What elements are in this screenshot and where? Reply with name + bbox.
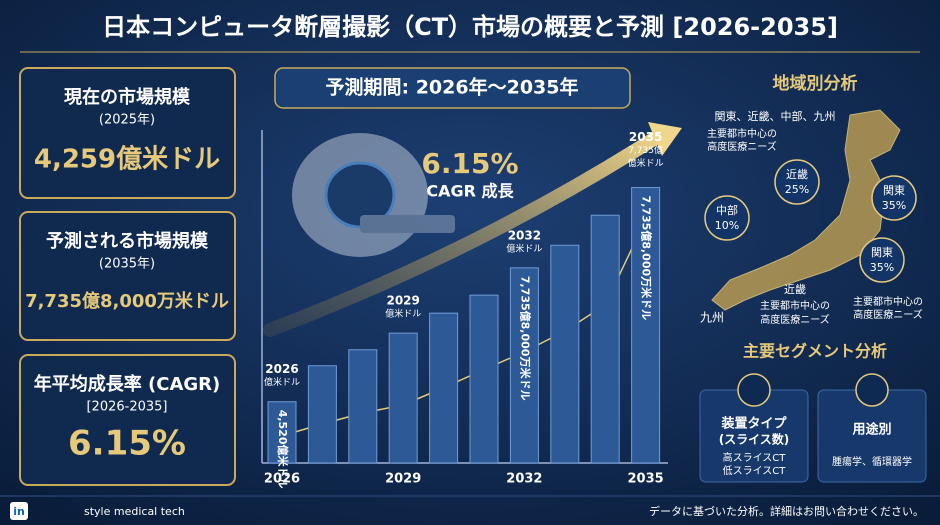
annotation-year: 2035 [629, 130, 662, 144]
annotation-vertical: 4,520億米ドル [276, 410, 290, 489]
regions-label: 関東、近畿、中部、九州 [715, 109, 836, 123]
brand-icon-bg [10, 502, 28, 520]
annotation-vertical: 7,735億8,000万米ドル [518, 276, 532, 401]
annotation-vertical: 7,735億8,000万米ドル [640, 196, 654, 321]
region-name: 関東 [883, 184, 905, 197]
annotation-year: 2029 [386, 294, 419, 308]
segment-section: 主要セグメント分析 装置タイプ (スライス数) 高スライスCT 低スライスCT … [699, 342, 927, 483]
cagr-label: CAGR 成長 [426, 182, 514, 201]
kyushu-label: 九州 [700, 311, 724, 325]
card-value: 4,259億米ドル [34, 145, 220, 175]
footer-note: データに基づいた分析。詳細はお問い合わせください。 [649, 504, 924, 518]
ct-scanner [292, 133, 455, 257]
summary-cards: 現在の市場規模 (2025年) 4,259億米ドル 予測される市場規模 (203… [19, 67, 236, 486]
region-name: 関東 [871, 246, 893, 259]
note: 主要都市中心の [760, 299, 830, 312]
bar [550, 244, 580, 464]
card-period: [2026-2035] [86, 400, 167, 415]
segment-title: 装置タイプ [720, 416, 787, 432]
annotation-unit: 億米ドル [506, 242, 542, 254]
scanner-bed [360, 215, 455, 233]
x-tick-label: 2029 [385, 472, 421, 487]
note: 主要都市中心の [853, 295, 923, 308]
card-label: 予測される市場規模 [46, 230, 209, 252]
brand: style medical tech [84, 505, 185, 518]
note: 主要都市中心の [707, 127, 777, 140]
note: 高度医療ニーズ [760, 313, 830, 326]
segment-item: 腫瘍学、循環器学 [832, 455, 912, 468]
segment-item: 高スライスCT [723, 451, 787, 464]
annotation-unit: 億米ドル [628, 157, 664, 169]
annotation-year: 2026 [265, 362, 298, 376]
region-bubble [774, 159, 820, 205]
annotation-unit: 億米ドル [385, 308, 421, 320]
brand-icon: in [13, 505, 25, 518]
card [19, 211, 236, 341]
segment-item: 低スライスCT [723, 464, 787, 477]
period-banner [274, 67, 631, 109]
region-bubble [704, 195, 750, 241]
card-label: 年平均成長率 (CAGR) [34, 373, 221, 395]
title: 日本コンピュータ断層撮影（CT）市場の概要と予測 [2026-2035] [102, 13, 838, 41]
card-value: 7,735億8,000万米ドル [25, 290, 229, 312]
region-share: 35% [882, 199, 906, 212]
region-section: 地域別分析 関東、近畿、中部、九州 主要都市中心の 高度医療ニーズ 中部 10% 近… [700, 73, 923, 326]
bar [348, 349, 378, 464]
card-value: 6.15% [68, 424, 186, 464]
segment-icon [737, 373, 771, 407]
region-name: 中部 [716, 203, 738, 217]
x-tick-label: 2026 [264, 472, 300, 487]
card-period: (2035年) [99, 257, 155, 272]
note: 高度医療ニーズ [707, 140, 777, 153]
bar [469, 294, 499, 464]
region-share: 25% [785, 183, 809, 196]
section-title: 地域別分析 [773, 73, 858, 94]
region-share: 10% [715, 219, 739, 232]
chart-title: 予測期間: 2026年〜2035年 [326, 76, 579, 99]
bar [267, 401, 297, 464]
bar [590, 214, 620, 464]
japan-map [711, 109, 901, 311]
cagr-value: 6.15% [421, 147, 518, 180]
x-tick-label: 2035 [628, 472, 664, 487]
bar [429, 312, 459, 464]
growth-arrow [263, 128, 667, 337]
section-title: 主要セグメント分析 [743, 342, 887, 361]
annotation-year: 2032 [508, 228, 541, 242]
region-name: 近畿 [786, 167, 808, 181]
bar [509, 267, 539, 464]
segment-title: 用途別 [851, 422, 891, 438]
bar [388, 332, 418, 464]
trend-line [294, 239, 637, 433]
annotation-amount: 7,735億 [628, 144, 663, 156]
bar [631, 187, 661, 464]
card [19, 67, 236, 199]
card [19, 354, 236, 486]
forecast-chart: 予測期間: 2026年〜2035年 6.15% CAGR 成長 2026 2029… [261, 67, 682, 489]
kinki-label: 近畿 [784, 282, 806, 296]
arrow-head [648, 122, 682, 156]
segment-subtitle: (スライス数) [719, 432, 790, 447]
card-period: (2025年) [99, 113, 155, 128]
region-bubble [859, 237, 905, 283]
note: 高度医療ニーズ [853, 308, 923, 321]
segment-icon [855, 373, 889, 407]
bar [307, 365, 337, 464]
x-tick-label: 2032 [506, 472, 542, 487]
region-bubble [871, 175, 917, 221]
region-share: 35% [870, 261, 894, 274]
card-label: 現在の市場規模 [64, 86, 191, 108]
annotation-unit: 億米ドル [264, 376, 300, 388]
